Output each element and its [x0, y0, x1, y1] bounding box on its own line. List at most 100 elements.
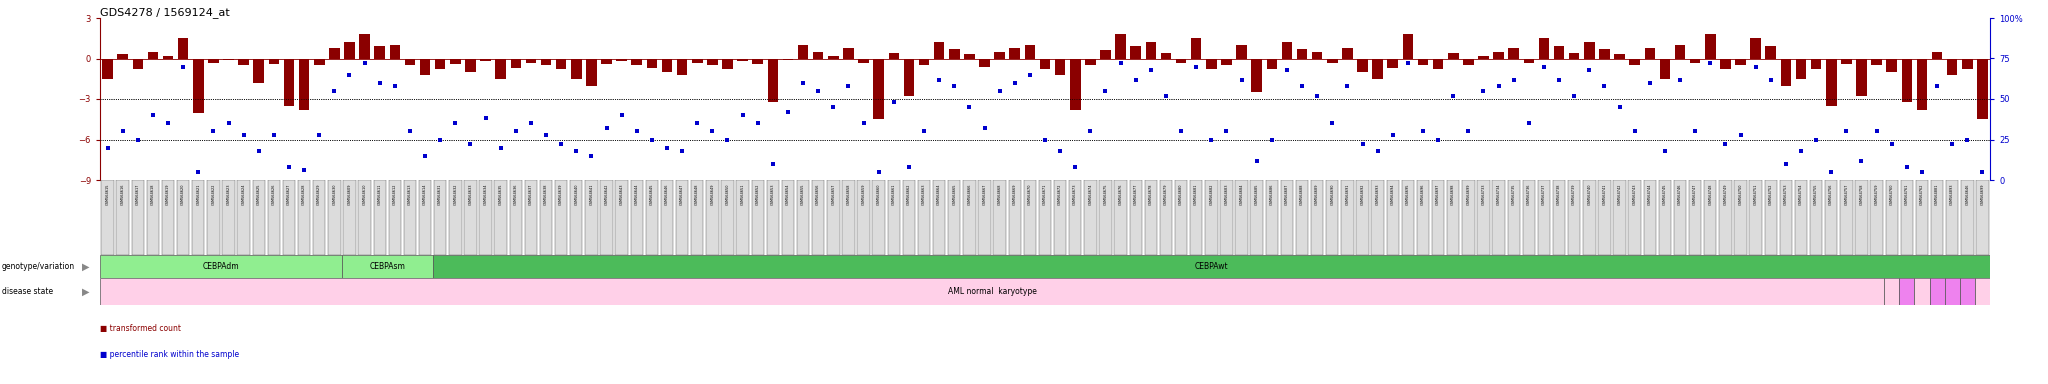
Bar — [934, 180, 946, 255]
Bar — [1221, 180, 1233, 255]
Bar — [313, 180, 326, 255]
Text: GSM564691: GSM564691 — [1346, 184, 1350, 205]
Bar — [1810, 58, 1821, 69]
Bar — [1749, 180, 1761, 255]
Text: GSM564670: GSM564670 — [1028, 184, 1032, 205]
Bar — [979, 58, 989, 66]
Bar — [373, 180, 385, 255]
Bar — [1884, 278, 1898, 305]
Bar — [1296, 180, 1309, 255]
Text: GSM564757: GSM564757 — [1845, 184, 1849, 205]
Text: GSM564612: GSM564612 — [393, 184, 397, 205]
Bar — [1974, 278, 1991, 305]
Text: GSM564616: GSM564616 — [121, 184, 125, 205]
Bar — [1130, 180, 1143, 255]
Text: GSM564658: GSM564658 — [846, 184, 850, 205]
Bar — [844, 48, 854, 58]
Text: GSM564743: GSM564743 — [1632, 184, 1636, 205]
Bar — [692, 58, 702, 63]
Text: GSM564762: GSM564762 — [1919, 184, 1923, 205]
Bar — [434, 180, 446, 255]
Text: GSM564694: GSM564694 — [1391, 184, 1395, 205]
Bar — [1311, 180, 1323, 255]
Bar — [1554, 46, 1565, 58]
Bar — [1810, 180, 1823, 255]
Bar — [1597, 180, 1610, 255]
Bar — [1477, 180, 1489, 255]
Bar — [1886, 58, 1896, 72]
Bar — [358, 180, 371, 255]
Bar — [1690, 58, 1700, 63]
Bar — [782, 180, 795, 255]
Bar — [193, 180, 205, 255]
Bar — [1630, 58, 1640, 65]
Bar — [1206, 58, 1217, 69]
Bar — [1583, 42, 1595, 58]
Bar — [1040, 58, 1051, 69]
Bar — [842, 180, 854, 255]
Bar — [1915, 278, 1929, 305]
Text: GSM564748: GSM564748 — [1708, 184, 1712, 205]
Bar — [100, 180, 115, 255]
Bar — [1401, 180, 1413, 255]
Text: GSM564749: GSM564749 — [1724, 184, 1726, 205]
Bar — [342, 255, 432, 278]
Bar — [283, 180, 295, 255]
Text: GSM564734: GSM564734 — [1497, 184, 1501, 205]
Text: GSM564638: GSM564638 — [545, 184, 549, 205]
Bar — [1522, 180, 1536, 255]
Bar — [995, 52, 1006, 58]
Bar — [1462, 180, 1475, 255]
Bar — [1190, 38, 1202, 58]
Bar — [254, 58, 264, 83]
Text: GSM564674: GSM564674 — [1087, 184, 1092, 205]
Bar — [479, 180, 492, 255]
Bar — [737, 58, 748, 61]
Bar — [1221, 58, 1231, 65]
Bar — [434, 58, 446, 69]
Bar — [918, 180, 930, 255]
Bar — [1614, 180, 1626, 255]
Text: GSM564631: GSM564631 — [438, 184, 442, 205]
Text: GSM564736: GSM564736 — [1528, 184, 1530, 205]
Text: GSM564759: GSM564759 — [1874, 184, 1878, 205]
Bar — [872, 58, 885, 119]
Text: GSM564666: GSM564666 — [967, 184, 971, 205]
Bar — [1341, 48, 1352, 58]
Text: GSM564668: GSM564668 — [997, 184, 1001, 205]
Bar — [1901, 180, 1913, 255]
Text: GSM564662: GSM564662 — [907, 184, 911, 205]
Bar — [1886, 180, 1898, 255]
Bar — [768, 58, 778, 102]
Bar — [1552, 180, 1565, 255]
Text: GSM564644: GSM564644 — [635, 184, 639, 205]
Bar — [1599, 49, 1610, 58]
Bar — [465, 58, 475, 72]
Bar — [555, 58, 567, 69]
Bar — [465, 180, 477, 255]
Bar — [676, 58, 688, 75]
Bar — [1538, 38, 1548, 58]
Bar — [432, 255, 1991, 278]
Text: GSM564758: GSM564758 — [1860, 184, 1864, 205]
Bar — [1130, 46, 1141, 58]
Bar — [1976, 180, 1989, 255]
Bar — [1751, 38, 1761, 58]
Bar — [1403, 34, 1413, 58]
Text: GSM564733: GSM564733 — [1481, 184, 1485, 205]
Bar — [645, 180, 657, 255]
Bar — [268, 58, 279, 64]
Text: GSM564622: GSM564622 — [211, 184, 215, 205]
Text: GSM564699: GSM564699 — [1980, 184, 1985, 205]
Bar — [1704, 180, 1716, 255]
Bar — [1976, 58, 1989, 119]
Bar — [903, 58, 913, 96]
Text: GSM564750: GSM564750 — [1739, 184, 1743, 205]
Text: GSM564655: GSM564655 — [801, 184, 805, 205]
Bar — [887, 180, 899, 255]
Bar — [1069, 180, 1081, 255]
Text: GSM564633: GSM564633 — [469, 184, 473, 205]
Bar — [1251, 58, 1262, 92]
Bar — [1356, 180, 1368, 255]
Bar — [403, 180, 416, 255]
